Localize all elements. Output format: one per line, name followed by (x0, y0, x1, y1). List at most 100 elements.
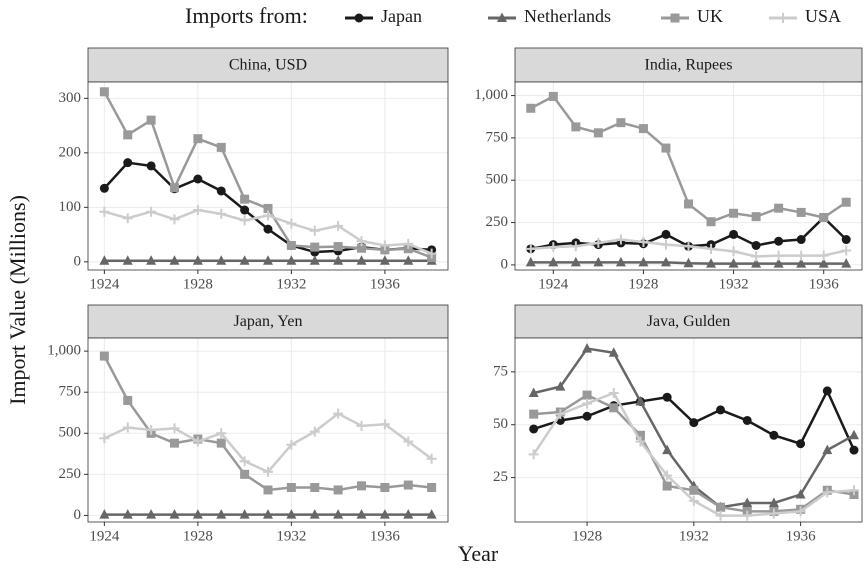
marker (403, 480, 413, 490)
marker (715, 510, 726, 521)
marker (548, 91, 558, 101)
y-tick-label: 1,000 (47, 343, 81, 359)
marker (263, 203, 273, 213)
marker (593, 237, 604, 248)
y-tick-label: 25 (493, 469, 508, 485)
legend-label: UK (697, 6, 723, 26)
marker (684, 199, 693, 209)
marker (263, 509, 273, 519)
marker (742, 497, 753, 507)
marker (555, 381, 566, 391)
marker (635, 395, 646, 406)
x-axis-title: Year (458, 541, 499, 566)
marker (216, 428, 227, 439)
marker (309, 225, 320, 236)
marker (728, 258, 739, 268)
marker (403, 255, 414, 265)
marker (169, 423, 180, 434)
marker (526, 103, 536, 113)
y-tick-label: 100 (59, 199, 82, 215)
legend-marker (497, 12, 507, 22)
marker (689, 418, 699, 428)
marker (818, 250, 829, 261)
y-axis-title: Import Value (Millions) (5, 195, 30, 405)
marker (662, 481, 672, 491)
marker (239, 456, 250, 467)
marker (795, 489, 806, 499)
marker (146, 115, 156, 125)
marker (192, 255, 203, 265)
marker (751, 258, 762, 268)
x-tick-label: 1928 (628, 276, 658, 292)
marker (529, 424, 539, 434)
marker (169, 183, 179, 193)
y-tick-label: 200 (59, 144, 82, 160)
marker (661, 143, 671, 153)
marker (356, 420, 367, 431)
legend-label: Japan (381, 6, 422, 26)
marker (286, 240, 296, 250)
marker (379, 240, 390, 251)
marker (529, 409, 539, 419)
marker (169, 438, 179, 448)
marker (216, 186, 226, 196)
marker (662, 392, 672, 402)
marker (796, 207, 806, 217)
marker (286, 483, 296, 492)
marker (169, 214, 180, 225)
marker (555, 409, 566, 420)
marker (146, 161, 156, 171)
x-tick-label: 1924 (89, 528, 120, 544)
marker (239, 255, 250, 265)
marker (660, 256, 671, 267)
marker (193, 174, 203, 184)
marker (309, 426, 320, 437)
marker (403, 238, 414, 249)
marker (582, 343, 593, 353)
marker (768, 497, 779, 507)
marker (528, 449, 539, 460)
marker (662, 444, 673, 455)
marker (742, 415, 752, 425)
marker (796, 439, 806, 449)
marker (263, 466, 273, 477)
marker (661, 229, 671, 239)
x-tick-label: 1932 (719, 276, 749, 292)
marker (426, 453, 437, 464)
marker (706, 243, 717, 254)
marker (356, 509, 367, 519)
legend-marker (778, 13, 788, 23)
y-tick-label: 250 (59, 466, 82, 482)
marker (379, 509, 390, 519)
marker (192, 509, 203, 519)
x-tick-label: 1928 (572, 528, 602, 544)
marker (773, 258, 784, 268)
marker (122, 422, 133, 433)
marker (716, 502, 726, 512)
marker (240, 205, 250, 215)
marker (357, 243, 367, 253)
marker (769, 430, 779, 440)
marker (357, 481, 367, 491)
marker (822, 444, 833, 455)
x-tick-label: 1936 (370, 276, 401, 292)
x-tick-label: 1924 (89, 276, 120, 292)
y-tick-label: 500 (59, 425, 82, 441)
marker (729, 229, 739, 239)
marker (240, 469, 250, 479)
x-tick-label: 1928 (183, 276, 213, 292)
marker (616, 118, 626, 128)
marker (688, 495, 699, 506)
marker (99, 509, 110, 519)
strip (514, 304, 863, 339)
marker (570, 241, 581, 252)
marker (635, 436, 646, 447)
marker (309, 255, 320, 265)
marker (240, 194, 250, 204)
marker (216, 438, 226, 448)
y-tick-label: 750 (486, 129, 509, 145)
marker (774, 236, 784, 246)
y-tick-label: 300 (59, 90, 82, 106)
marker (193, 134, 203, 144)
